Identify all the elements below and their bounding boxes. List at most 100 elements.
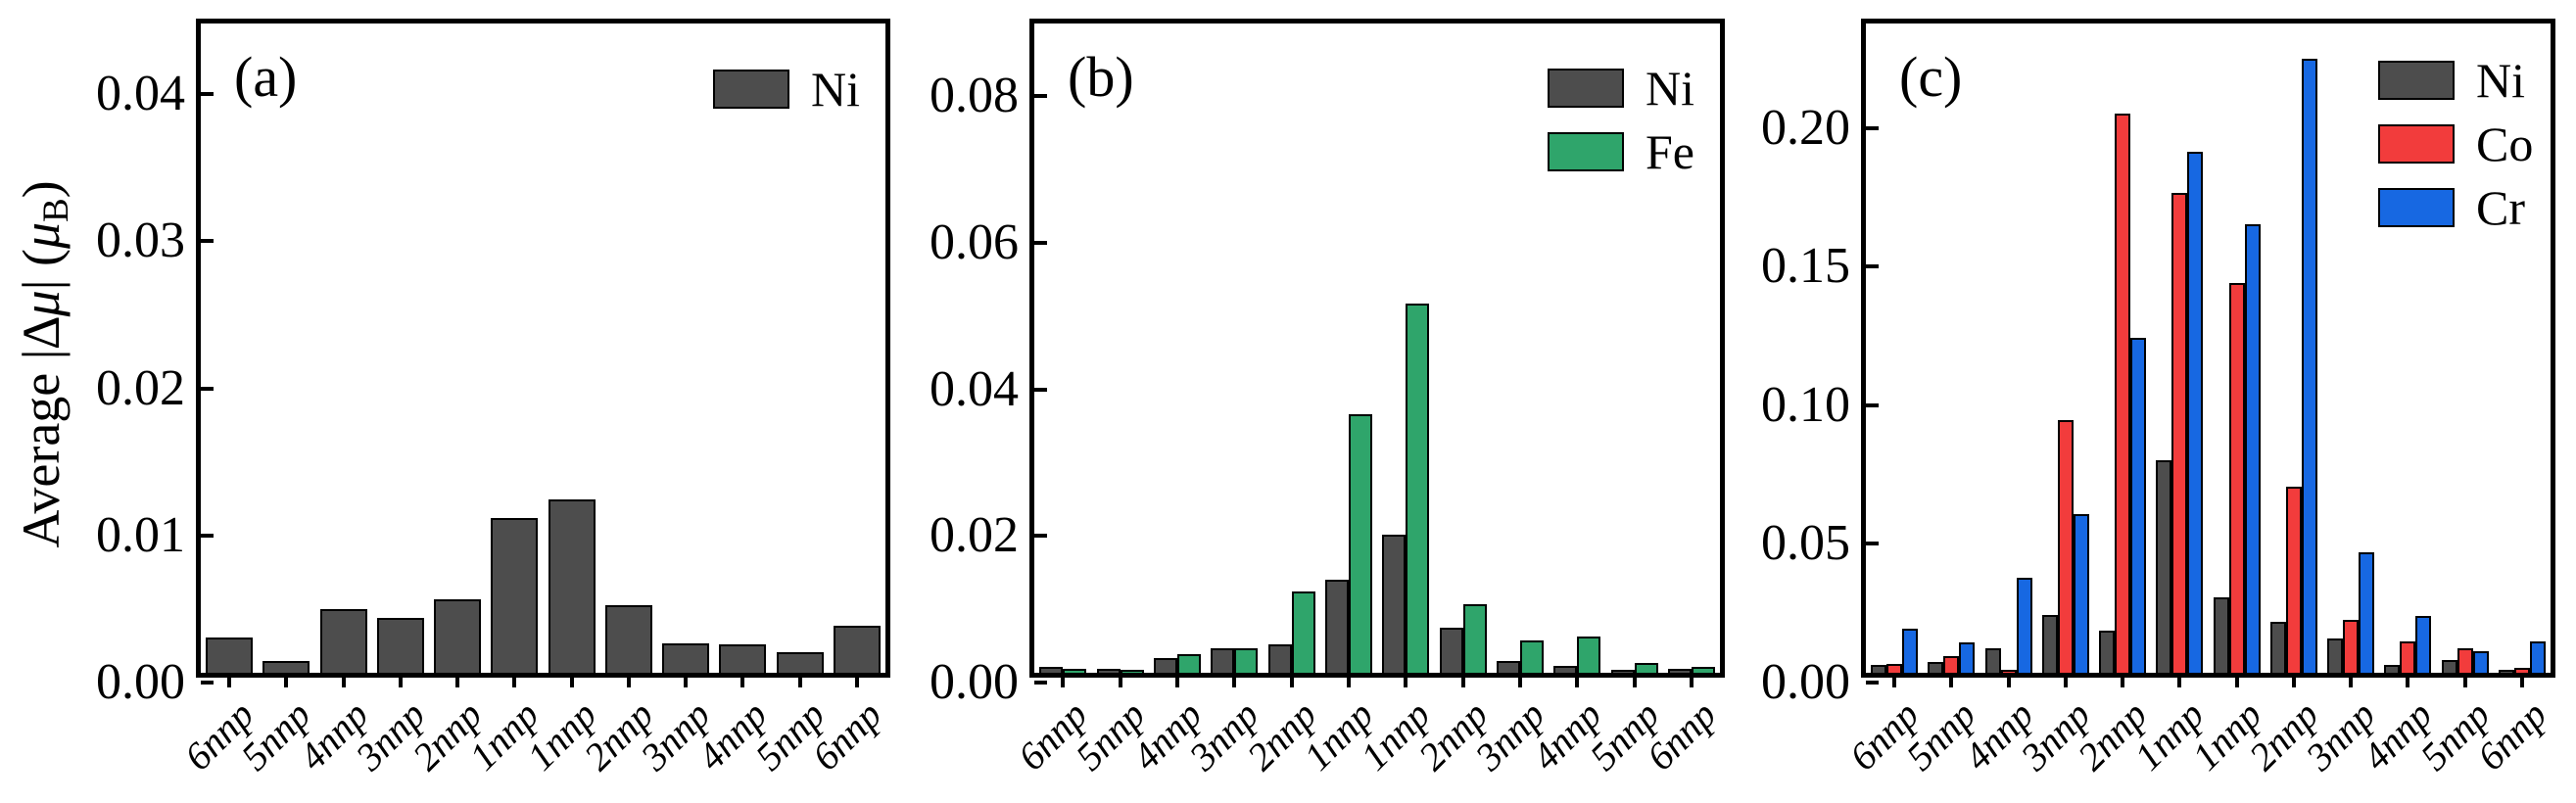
bar-ni-2nnp: [2269, 622, 2286, 673]
x-tick: [1118, 673, 1122, 687]
bar-fe-1nnp: [1348, 414, 1372, 673]
panel-a-plot: (a) Ni 0.00 0.01 0.02 0.03 0.04 6nnp 5nnp 4nnp 3…: [96, 19, 890, 779]
bar-cr-2nnp: [2301, 59, 2317, 673]
bar-co-1nnp: [2228, 283, 2245, 673]
y-tick-label: 0.05: [1761, 515, 1850, 572]
bar-cr-4nnp: [2016, 578, 2032, 673]
y-tick-label: 0.02: [96, 359, 185, 416]
bar-cr-6nnp: [1902, 629, 1919, 673]
panel-a-bars-area: [201, 24, 885, 685]
legend-row-cr: Cr: [2378, 183, 2535, 232]
bar-ni-2nnp: [434, 599, 482, 673]
legend-label-cr: Cr: [2476, 180, 2525, 235]
bar-ni-6nnp: [1871, 665, 1887, 673]
y-tick: [1034, 387, 1047, 392]
x-tick: [2006, 673, 2011, 687]
bar-fe-6nnp: [1691, 667, 1715, 673]
y-tick: [1866, 125, 1879, 130]
bar-ni-4nnp: [1153, 658, 1177, 673]
y-tick-label: 0.04: [930, 360, 1019, 417]
bar-ni-4nnp: [1984, 648, 2001, 673]
legend-label-ni: Ni: [811, 62, 860, 117]
bar-cr-4nnp: [2415, 616, 2432, 673]
y-tick-label: 0.00: [930, 654, 1019, 710]
bar-ni-4nnp: [319, 609, 367, 673]
x-tick: [2234, 673, 2239, 687]
bar-ni-1nnp: [1382, 535, 1407, 673]
bar-ni-2nnp: [2099, 631, 2116, 673]
y-tick: [201, 92, 214, 97]
panel-c-bars-area: [1866, 24, 2551, 685]
x-tick: [398, 673, 403, 687]
x-tick: [626, 673, 631, 687]
y-tick: [201, 239, 214, 244]
bar-ni-3nnp: [2327, 638, 2344, 673]
bar-fe-6nnp: [1063, 669, 1087, 673]
bar-cr-3nnp: [2359, 552, 2375, 673]
x-tick: [455, 673, 460, 687]
bar-ni-6nnp: [1039, 667, 1064, 673]
bar-co-1nnp: [2171, 193, 2188, 673]
x-tick: [2063, 673, 2068, 687]
bar-cr-3nnp: [2073, 514, 2089, 673]
y-tick-label: 0.08: [930, 68, 1019, 124]
bar-cr-6nnp: [2529, 641, 2546, 673]
bar-cr-5nnp: [2472, 651, 2489, 673]
legend-label-co: Co: [2476, 117, 2534, 171]
x-tick: [854, 673, 859, 687]
legend-swatch-ni: [1548, 69, 1624, 108]
x-tick: [797, 673, 802, 687]
x-tick: [227, 673, 232, 687]
bar-ni-5nnp: [1928, 662, 1944, 673]
y-tick: [1034, 534, 1047, 539]
bar-co-6nnp: [1886, 664, 1903, 673]
bar-ni-6nnp: [1667, 669, 1692, 673]
bar-ni-4nnp: [1553, 666, 1578, 673]
legend-swatch-fe: [1548, 132, 1624, 171]
y-tick: [1034, 94, 1047, 99]
bar-co-4nnp: [2400, 641, 2416, 673]
bar-fe-4nnp: [1176, 654, 1201, 673]
x-tick: [1174, 673, 1179, 687]
bar-ni-2nnp: [1439, 628, 1463, 673]
bar-fe-3nnp: [1234, 648, 1259, 673]
y-tick: [201, 681, 214, 685]
x-tick: [1061, 673, 1066, 687]
bar-cr-2nnp: [2130, 338, 2147, 673]
y-tick-label: 0.03: [96, 213, 185, 269]
bar-ni-3nnp: [1496, 661, 1520, 673]
legend-row-co: Co: [2378, 119, 2535, 168]
y-tick-label: 0.04: [96, 66, 185, 122]
bar-ni-4nnp: [719, 644, 767, 673]
bar-ni-6nnp: [206, 638, 254, 673]
bar-ni-1nnp: [548, 499, 596, 673]
x-tick: [1892, 673, 1897, 687]
panel-a-letter: (a): [234, 45, 298, 109]
bar-fe-2nnp: [1291, 591, 1315, 673]
panel-b-bars-area: [1034, 24, 1720, 685]
x-tick: [2519, 673, 2524, 687]
mu-symbol: μ: [12, 290, 71, 317]
legend-swatch-ni: [713, 70, 789, 109]
legend-row-ni: Ni: [713, 65, 870, 114]
y-tick-label: 0.00: [1761, 654, 1850, 710]
bar-fe-3nnp: [1519, 640, 1544, 673]
x-tick: [512, 673, 517, 687]
x-tick: [1632, 673, 1637, 687]
bar-ni-3nnp: [2041, 615, 2058, 673]
bar-ni-3nnp: [1211, 648, 1235, 673]
y-tick-label: 0.00: [96, 654, 185, 710]
bar-ni-5nnp: [2441, 660, 2457, 673]
bar-cr-5nnp: [1959, 642, 1976, 673]
panel-c-plot: (c) Ni Co Cr 0.00 0.05 0.10 0.15 0.20 6nnp 5nnp 4…: [1761, 19, 2555, 779]
y-tick: [1866, 402, 1879, 407]
x-tick: [2177, 673, 2182, 687]
legend-row-ni: Ni: [1548, 64, 1704, 113]
x-tick: [1575, 673, 1580, 687]
bar-ni-1nnp: [2156, 460, 2172, 673]
x-tick: [569, 673, 574, 687]
panel-b-legend: Ni Fe: [1548, 64, 1704, 191]
bar-fe-5nnp: [1120, 670, 1144, 673]
bar-ni-6nnp: [2498, 670, 2514, 673]
